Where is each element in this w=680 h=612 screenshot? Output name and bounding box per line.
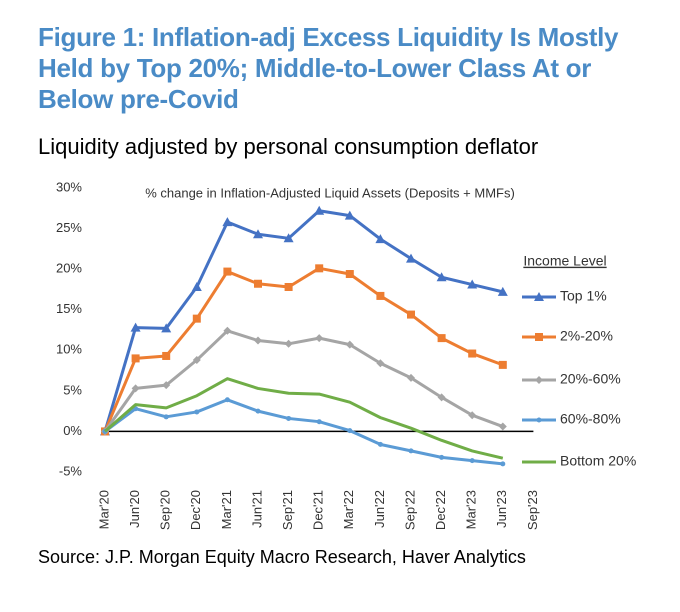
x-tick-label: Sep'23	[525, 490, 540, 530]
chart: % change in Inflation-Adjusted Liquid As…	[56, 179, 636, 530]
marker	[500, 461, 506, 467]
marker	[437, 393, 446, 402]
legend-label: Bottom 20%	[560, 453, 636, 469]
marker	[437, 334, 446, 343]
marker	[314, 205, 325, 215]
marker	[498, 360, 507, 369]
marker	[162, 351, 171, 360]
x-tick-label: Dec'21	[311, 490, 326, 530]
marker	[163, 414, 169, 420]
marker	[192, 356, 201, 365]
x-tick-label: Sep'21	[280, 490, 295, 530]
x-tick-label: Mar'20	[96, 490, 111, 529]
x-tick-label: Jun'23	[494, 490, 509, 528]
series-line	[103, 329, 504, 433]
y-tick-label: 25%	[56, 220, 82, 235]
marker	[497, 286, 508, 296]
marker	[345, 270, 354, 279]
marker	[194, 409, 200, 415]
x-tick-label: Sep'22	[402, 490, 417, 530]
marker	[286, 415, 292, 421]
marker	[224, 397, 230, 403]
x-tick-label: Mar'21	[219, 490, 234, 529]
marker	[316, 419, 322, 425]
marker	[468, 411, 477, 420]
marker	[467, 279, 478, 289]
marker	[407, 310, 415, 319]
marker	[408, 448, 414, 454]
x-tick-label: Dec'20	[188, 490, 203, 530]
source: Source: J.P. Morgan Equity Macro Researc…	[38, 547, 526, 567]
legend-title: Income Level	[523, 253, 606, 269]
legend-label: 60%-80%	[560, 411, 621, 427]
legend-marker	[536, 417, 542, 423]
x-tick-label: Sep'20	[158, 490, 173, 530]
y-tick-label: 20%	[56, 261, 82, 276]
marker	[469, 458, 475, 464]
legend-label: 20%-60%	[560, 371, 621, 387]
title: Figure 1: Inflation-adj Excess Liquidity…	[38, 22, 619, 114]
marker	[376, 291, 385, 300]
marker	[162, 381, 171, 390]
marker	[347, 428, 353, 434]
legend-marker	[535, 333, 543, 341]
x-tick-label: Jun'20	[127, 490, 142, 528]
marker	[407, 373, 415, 382]
marker	[192, 314, 201, 323]
marker	[375, 234, 386, 244]
y-tick-label: 15%	[56, 301, 82, 316]
y-tick-label: 30%	[56, 179, 82, 194]
marker	[344, 210, 355, 220]
marker	[254, 279, 262, 288]
legend-label: Top 1%	[560, 288, 607, 304]
legend-marker	[534, 292, 544, 301]
y-tick-label: -5%	[59, 463, 83, 478]
marker	[131, 354, 140, 363]
marker	[255, 408, 261, 414]
marker	[254, 336, 262, 345]
marker	[223, 326, 232, 335]
x-tick-label: Mar'22	[341, 490, 356, 529]
marker	[468, 349, 477, 358]
series-line	[103, 266, 504, 433]
marker	[283, 233, 294, 243]
marker	[376, 359, 385, 368]
series-line	[103, 209, 504, 432]
marker	[439, 454, 445, 460]
marker	[222, 217, 233, 227]
y-tick-label: 0%	[63, 423, 82, 438]
marker	[191, 281, 202, 291]
legend-label: 2%-20%	[560, 328, 613, 344]
marker	[377, 441, 383, 447]
legend-marker	[535, 376, 543, 384]
marker	[345, 340, 354, 349]
marker	[284, 339, 293, 348]
subtitle: Liquidity adjusted by personal consumpti…	[38, 134, 539, 159]
chart-title: % change in Inflation-Adjusted Liquid As…	[145, 185, 515, 200]
x-tick-label: Jun'22	[372, 490, 387, 528]
x-tick-label: Jun'21	[249, 490, 264, 528]
x-tick-label: Mar'23	[464, 490, 479, 529]
series-line	[104, 398, 503, 466]
marker	[161, 323, 172, 333]
marker	[498, 422, 507, 431]
marker	[315, 264, 324, 273]
x-tick-label: Dec'22	[433, 490, 448, 530]
marker	[223, 267, 232, 276]
marker	[436, 272, 447, 282]
marker	[253, 229, 263, 239]
series-line	[104, 377, 504, 460]
marker	[284, 282, 293, 291]
marker	[315, 334, 324, 343]
y-tick-label: 10%	[56, 342, 82, 357]
marker	[131, 384, 140, 393]
marker	[130, 322, 141, 332]
marker	[406, 253, 416, 263]
y-tick-label: 5%	[63, 382, 82, 397]
